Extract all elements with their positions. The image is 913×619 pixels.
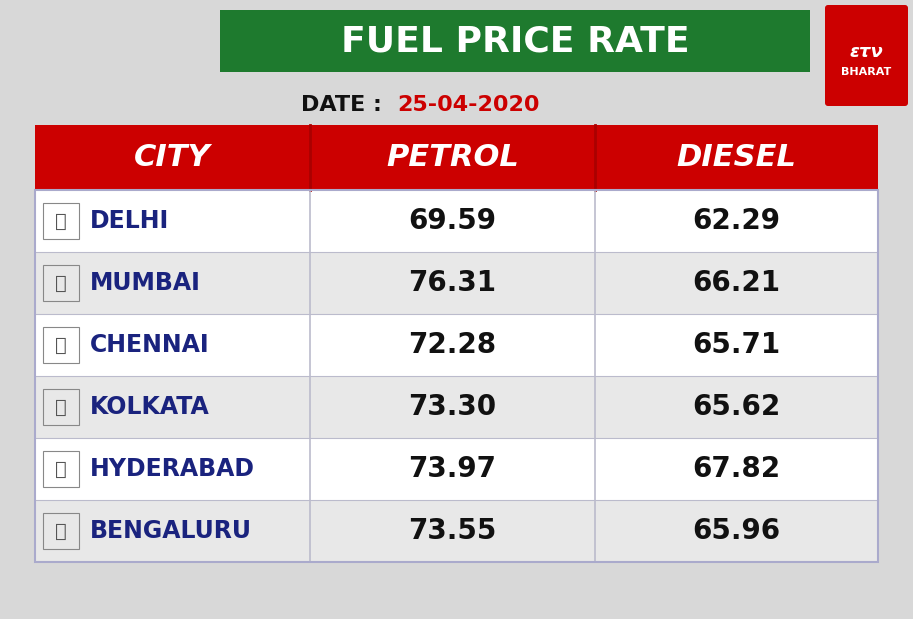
Bar [35,376,878,438]
Bar [35,190,878,252]
FancyBboxPatch shape [825,5,908,106]
Text: 🏛: 🏛 [55,397,67,417]
Text: BENGALURU: BENGALURU [90,519,252,543]
Text: 76.31: 76.31 [408,269,497,297]
Text: 🏛: 🏛 [55,274,67,293]
Text: DIESEL: DIESEL [677,143,796,172]
Text: PETROL: PETROL [386,143,519,172]
Text: ετν: ετν [849,43,883,61]
Text: KOLKATA: KOLKATA [90,395,210,419]
Bar [35,314,878,376]
Bar [43,389,79,425]
Text: CHENNAI: CHENNAI [90,333,210,357]
Text: 25-04-2020: 25-04-2020 [397,95,540,115]
Text: 73.55: 73.55 [408,517,497,545]
Bar [43,265,79,301]
Text: BHARAT: BHARAT [841,67,891,77]
Text: DELHI: DELHI [90,209,169,233]
Text: 65.96: 65.96 [692,517,781,545]
Text: 72.28: 72.28 [408,331,497,359]
Text: 65.71: 65.71 [692,331,781,359]
Bar [43,203,79,239]
Text: CITY: CITY [134,143,211,172]
Text: 🏛: 🏛 [55,521,67,540]
Text: HYDERABAD: HYDERABAD [90,457,255,481]
Bar [35,190,878,562]
Text: 62.29: 62.29 [692,207,781,235]
Text: 🏛: 🏛 [55,335,67,355]
Bar [35,125,878,190]
Bar [35,500,878,562]
Bar [43,513,79,549]
Text: 65.62: 65.62 [692,393,781,421]
Bar [35,438,878,500]
Bar [35,252,878,314]
Text: 69.59: 69.59 [408,207,497,235]
Text: 🏛: 🏛 [55,459,67,478]
Text: 73.97: 73.97 [408,455,497,483]
Text: 🏛: 🏛 [55,212,67,230]
Text: DATE :: DATE : [301,95,390,115]
Text: 66.21: 66.21 [692,269,781,297]
Text: FUEL PRICE RATE: FUEL PRICE RATE [341,24,689,58]
Text: MUMBAI: MUMBAI [90,271,201,295]
Bar [43,451,79,487]
Text: 67.82: 67.82 [692,455,781,483]
Bar [220,10,810,72]
Text: 73.30: 73.30 [408,393,497,421]
Bar [43,327,79,363]
